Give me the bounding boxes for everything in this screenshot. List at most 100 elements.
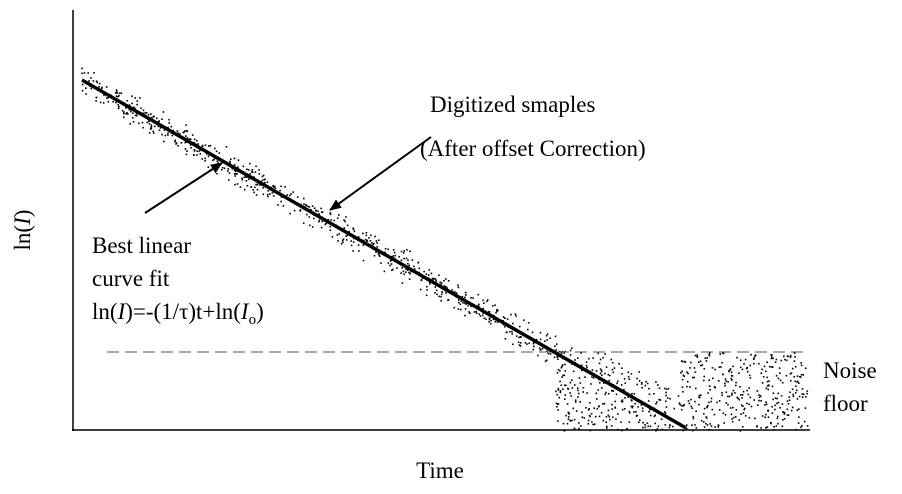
- dot: [266, 193, 269, 196]
- dot: [464, 296, 466, 299]
- dot: [631, 392, 633, 395]
- dot: [377, 253, 380, 255]
- dot: [562, 374, 564, 377]
- dot: [150, 126, 153, 128]
- dot: [789, 373, 792, 375]
- dot: [768, 384, 770, 387]
- dot: [577, 396, 579, 398]
- dot: [544, 360, 547, 363]
- dot: [705, 416, 707, 418]
- dot: [142, 109, 145, 112]
- dot: [329, 229, 332, 231]
- dot: [783, 412, 786, 414]
- dot: [800, 426, 802, 429]
- dot: [611, 408, 613, 410]
- dot: [183, 131, 186, 133]
- dot: [694, 400, 696, 403]
- dot: [758, 394, 760, 396]
- dot: [766, 426, 769, 428]
- dot: [777, 401, 780, 404]
- dot: [732, 389, 735, 392]
- dot: [721, 361, 723, 364]
- dot: [649, 408, 651, 411]
- dot: [237, 166, 239, 168]
- dot: [758, 399, 760, 402]
- dot: [229, 160, 231, 163]
- dot: [130, 110, 132, 113]
- dot: [709, 423, 711, 425]
- dot: [748, 403, 750, 406]
- dot: [800, 376, 802, 378]
- dot: [689, 367, 691, 369]
- dot: [731, 379, 733, 381]
- dot: [686, 380, 689, 383]
- dot: [445, 292, 447, 294]
- dot: [447, 280, 450, 282]
- dot: [571, 379, 573, 381]
- dot: [587, 409, 590, 411]
- dot: [271, 192, 274, 194]
- dot: [103, 94, 105, 97]
- dot: [443, 279, 445, 282]
- dot: [140, 107, 142, 110]
- dot: [157, 125, 160, 128]
- dot: [261, 175, 264, 178]
- dot: [774, 404, 776, 407]
- dot: [340, 242, 343, 245]
- dot: [744, 358, 747, 361]
- dot: [801, 388, 804, 390]
- dot: [777, 392, 780, 395]
- dot: [610, 425, 613, 427]
- dot: [479, 315, 482, 317]
- dot: [375, 251, 377, 253]
- dot: [376, 246, 379, 248]
- dot: [186, 150, 188, 152]
- dot: [539, 331, 542, 334]
- dot: [663, 411, 666, 413]
- dot: [705, 422, 707, 425]
- dot: [569, 392, 571, 394]
- dot: [556, 343, 558, 345]
- dot: [408, 278, 411, 280]
- dot: [781, 403, 784, 405]
- dot: [455, 292, 458, 294]
- dot: [767, 416, 770, 418]
- dot: [227, 168, 230, 170]
- dot: [255, 194, 258, 196]
- dot: [599, 372, 602, 375]
- dot: [90, 87, 93, 90]
- dot: [159, 127, 162, 129]
- dot: [376, 242, 378, 244]
- dot: [736, 356, 738, 359]
- dot: [197, 143, 199, 145]
- dot: [806, 392, 808, 395]
- dot: [184, 148, 187, 150]
- dot: [791, 406, 794, 409]
- dot: [163, 129, 166, 131]
- dot: [753, 362, 755, 365]
- dot: [655, 403, 657, 405]
- dot: [712, 377, 714, 380]
- dot: [765, 401, 767, 403]
- dot: [199, 153, 202, 155]
- dot: [766, 376, 768, 379]
- dot: [378, 239, 380, 241]
- dot: [555, 390, 557, 393]
- eq-part: ): [256, 299, 264, 324]
- dot: [578, 422, 580, 424]
- dot: [792, 393, 794, 396]
- dot: [774, 408, 776, 411]
- dot: [782, 419, 784, 421]
- dot: [727, 395, 729, 398]
- dot: [731, 394, 733, 396]
- dot: [599, 382, 601, 384]
- dot: [431, 278, 434, 280]
- dot: [794, 356, 796, 358]
- dot: [253, 176, 255, 178]
- dot: [204, 144, 207, 146]
- dot: [695, 410, 697, 412]
- dot: [158, 120, 160, 122]
- dot: [729, 369, 731, 371]
- dot: [798, 408, 800, 410]
- dot: [591, 376, 593, 378]
